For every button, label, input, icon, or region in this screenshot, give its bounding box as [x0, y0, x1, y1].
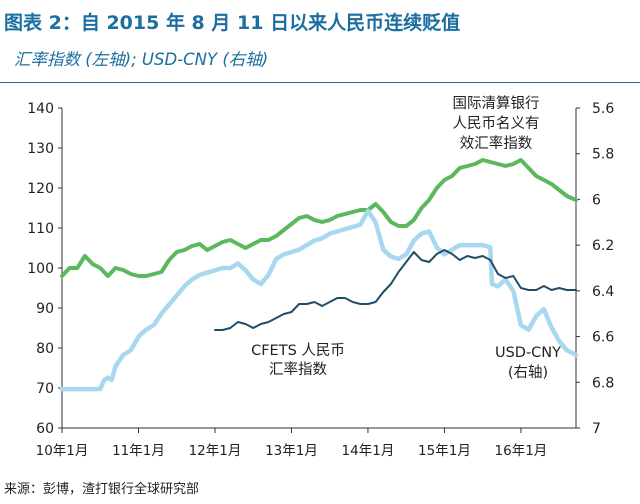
annotation-green-line: 人民币名义有 [453, 115, 540, 132]
left-tick-label: 140 [27, 101, 54, 117]
x-tick-label: 11年1月 [112, 443, 165, 459]
left-tick-label: 70 [36, 381, 54, 397]
right-tick-label: 6 [592, 192, 601, 208]
left-tick-label: 110 [27, 221, 54, 237]
annotation-lightblue-line: USD-CNY [495, 345, 561, 361]
source-note: 来源：彭博，渣打银行全球研究部 [4, 482, 200, 497]
x-tick-label: 10年1月 [36, 443, 89, 459]
axes-group: 140 130 120 110 100 90 80 70 60 5.6 5.8 6 6.2 6.4 6.6 6… [27, 101, 614, 459]
right-tick-label: 7 [592, 421, 601, 437]
x-tick-label: 15年1月 [418, 443, 471, 459]
right-tick-label: 6.2 [592, 238, 614, 254]
left-tick-label: 120 [27, 181, 54, 197]
left-tick-label: 130 [27, 141, 54, 157]
x-tick-label: 14年1月 [342, 443, 395, 459]
x-tick-label: 12年1月 [189, 443, 242, 459]
chart-title: 图表 2：自 2015 年 8 月 11 日以来人民币连续贬值 [4, 12, 461, 34]
annotation-lightblue-line: (右轴) [508, 364, 548, 381]
annotation-navy-line: CFETS 人民币 [251, 342, 345, 359]
left-tick-label: 90 [36, 301, 54, 317]
annotation-green-line: 效汇率指数 [460, 135, 533, 152]
annotation-navy-line: 汇率指数 [269, 361, 327, 378]
x-tick-label: 13年1月 [265, 443, 318, 459]
chart-subtitle: 汇率指数 (左轴); USD-CNY (右轴) [14, 50, 269, 69]
right-tick-label: 5.8 [592, 147, 614, 163]
left-tick-label: 60 [36, 421, 54, 437]
annotation-green-line: 国际清算银行 [453, 95, 540, 112]
right-tick-label: 5.6 [592, 101, 614, 117]
right-tick-label: 6.4 [592, 284, 614, 300]
right-tick-label: 6.8 [592, 375, 614, 391]
header-divider [0, 82, 640, 83]
left-tick-label: 80 [36, 341, 54, 357]
series-group [59, 158, 579, 392]
series-line-navy [214, 249, 577, 331]
x-tick-label: 16年1月 [495, 443, 548, 459]
left-tick-label: 100 [27, 261, 54, 277]
series-line-green [60, 158, 578, 278]
right-tick-label: 6.6 [592, 330, 614, 346]
